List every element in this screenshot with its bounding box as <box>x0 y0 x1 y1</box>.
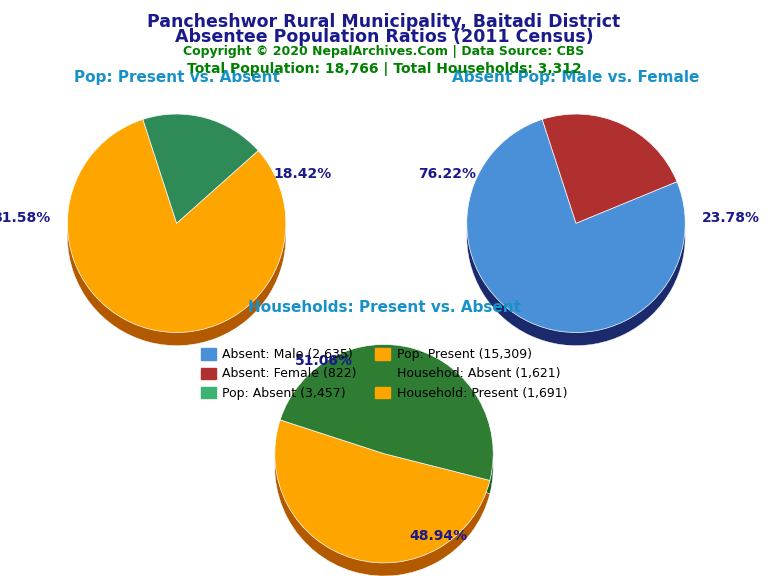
Text: Absentee Population Ratios (2011 Census): Absentee Population Ratios (2011 Census) <box>174 28 594 46</box>
Title: Absent Pop: Male vs. Female: Absent Pop: Male vs. Female <box>452 70 700 85</box>
Text: Pancheshwor Rural Municipality, Baitadi District: Pancheshwor Rural Municipality, Baitadi … <box>147 13 621 31</box>
Wedge shape <box>467 132 685 346</box>
Wedge shape <box>275 433 490 576</box>
Text: Copyright © 2020 NepalArchives.Com | Data Source: CBS: Copyright © 2020 NepalArchives.Com | Dat… <box>184 45 584 58</box>
Title: Households: Present vs. Absent: Households: Present vs. Absent <box>247 300 521 315</box>
Wedge shape <box>280 358 493 494</box>
Text: 23.78%: 23.78% <box>702 211 760 225</box>
Wedge shape <box>68 119 286 332</box>
Wedge shape <box>467 119 685 332</box>
Wedge shape <box>143 114 258 223</box>
Wedge shape <box>275 420 490 563</box>
Title: Pop: Present vs. Absent: Pop: Present vs. Absent <box>74 70 280 85</box>
Wedge shape <box>542 114 677 223</box>
Legend: Absent: Male (2,635), Absent: Female (822), Pop: Absent (3,457), Pop: Present (1: Absent: Male (2,635), Absent: Female (82… <box>196 343 572 405</box>
Text: 76.22%: 76.22% <box>418 167 476 181</box>
Text: 51.06%: 51.06% <box>295 354 353 368</box>
Text: 81.58%: 81.58% <box>0 211 51 225</box>
Wedge shape <box>68 132 286 346</box>
Text: Total Population: 18,766 | Total Households: 3,312: Total Population: 18,766 | Total Househo… <box>187 62 581 75</box>
Wedge shape <box>542 127 677 236</box>
Text: 18.42%: 18.42% <box>273 167 332 181</box>
Text: 48.94%: 48.94% <box>409 529 468 543</box>
Wedge shape <box>143 127 258 236</box>
Wedge shape <box>280 344 493 480</box>
